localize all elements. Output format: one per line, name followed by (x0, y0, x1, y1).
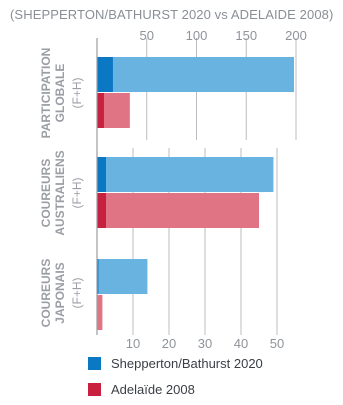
tick-label-bottom: 40 (234, 336, 248, 351)
bar-dark (97, 193, 106, 228)
group-label-line: AUSTRALIENS (53, 150, 67, 235)
group-label-line: JAPONAIS (53, 262, 67, 323)
tick-label-bottom: 20 (162, 336, 176, 351)
group-label-line: GLOBALE (53, 64, 67, 123)
bar-dark (97, 259, 99, 294)
legend-swatch (88, 357, 101, 370)
bar-dark (97, 93, 104, 128)
bar-light (97, 295, 103, 330)
group-label-line: COUREURS (39, 159, 53, 228)
group-label-sub: (F+H) (70, 278, 84, 309)
tick-label-bottom: 50 (270, 336, 284, 351)
bars (97, 57, 295, 330)
bar-dark (97, 157, 106, 192)
group-label-sub: (F+H) (70, 178, 84, 209)
bar-light (97, 157, 274, 192)
group-label-line: COUREURS (39, 259, 53, 328)
ticks: 50 100 150 200 10 20 30 40 50 (126, 28, 307, 351)
legend: Shepperton/Bathurst 2020 Adelaïde 2008 (88, 356, 263, 397)
bar-light (97, 193, 259, 228)
tick-label-top: 100 (186, 28, 208, 43)
group-label-sub: (F+H) (70, 78, 84, 109)
tick-label-top: 50 (140, 28, 154, 43)
group-labels: PARTICIPATION GLOBALE (F+H)COUREURS AUSTRAL… (39, 48, 84, 328)
bar-light (97, 259, 148, 294)
tick-label-top: 150 (235, 28, 257, 43)
tick-label-bottom: 10 (126, 336, 140, 351)
legend-label: Adelaïde 2008 (111, 382, 195, 397)
legend-swatch (88, 383, 101, 396)
bar-dark (97, 57, 113, 92)
legend-label: Shepperton/Bathurst 2020 (111, 356, 263, 371)
chart-subtitle: (SHEPPERTON/BATHURST 2020 vs ADELAIDE 20… (10, 7, 333, 22)
tick-label-top: 200 (285, 28, 307, 43)
group-label-line: PARTICIPATION (39, 48, 53, 139)
tick-label-bottom: 30 (198, 336, 212, 351)
bar-light (97, 57, 295, 92)
